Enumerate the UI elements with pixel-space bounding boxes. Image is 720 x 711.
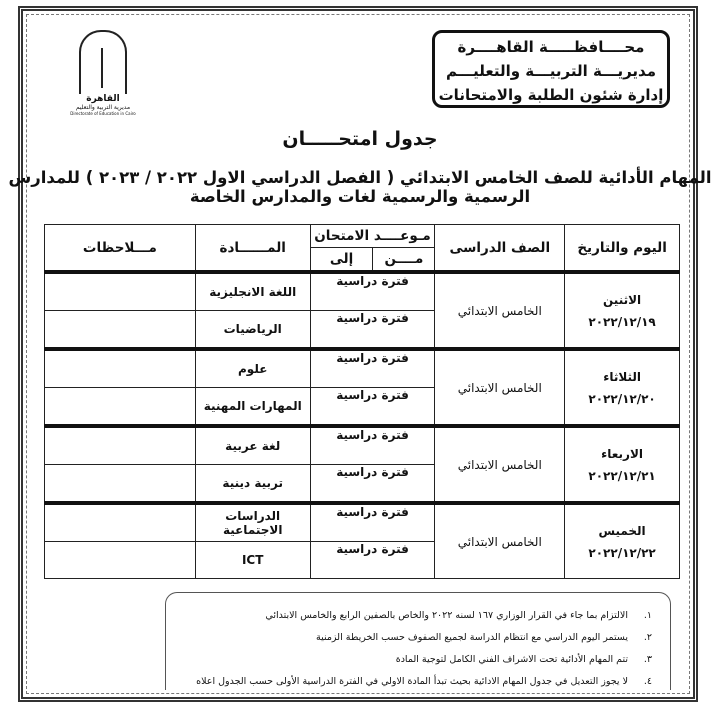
- day-date-cell: الثلاثاء ٢٠٢٢/١٢/٢٠: [564, 348, 680, 427]
- notes-box: ١. الالتزام بما جاء في القرار الوزاري ١٦٧…: [165, 592, 671, 690]
- table-row: فترة دراسية ICT: [44, 541, 680, 579]
- date: ٢٠٢٢/١٢/١٩: [588, 314, 656, 329]
- page-subtitle: المهام الأدائية للصف الخامس الابتدائي ( …: [8, 168, 712, 206]
- table-row: الاربعاء ٢٠٢٢/١٢/٢١ الخامس الابتدائي فترة د…: [44, 425, 680, 504]
- grade-cell: الخامس الابتدائي: [434, 271, 566, 350]
- date: ٢٠٢٢/١٢/٢٠: [588, 391, 656, 406]
- table-row: الخميس ٢٠٢٢/١٢/٢٢ الخامس الابتدائي فترة درا…: [44, 502, 680, 579]
- directorate: مديريـــة التربيـــة والتعليـــم: [445, 62, 656, 80]
- logo-name: القاهرة: [86, 94, 120, 104]
- date: ٢٠٢٢/١٢/٢١: [588, 468, 656, 483]
- exam-schedule-table: اليوم والتاريخ الصف الدراسى مـوعــــد ال…: [44, 224, 680, 579]
- date: ٢٠٢٢/١٢/٢٢: [588, 545, 656, 560]
- notes-cell: [44, 502, 196, 542]
- notes-cell: [44, 464, 196, 504]
- header-from: مــــن: [372, 247, 436, 273]
- notes-cell: [44, 310, 196, 350]
- subject-cell: علوم: [194, 348, 311, 388]
- day-date-cell: الاثنين ٢٠٢٢/١٢/١٩: [564, 271, 680, 350]
- decorative-border: [18, 6, 698, 702]
- table-row: فترة دراسية الرياضيات: [44, 310, 680, 350]
- governorate: محــــافظـــــة القاهــــرة: [457, 38, 645, 56]
- day-name: الثلاثاء: [603, 369, 641, 384]
- subject-cell: اللغة الانجليزية: [194, 271, 311, 311]
- note-item: ٣. تتم المهام الأدائية تحت الاشراف الفني …: [166, 649, 652, 671]
- day-date-cell: الاربعاء ٢٠٢٢/١٢/٢١: [564, 425, 680, 504]
- note-item: ١. الالتزام بما جاء في القرار الوزاري ١٦٧…: [166, 605, 652, 627]
- note-item: ٤. لا يجوز التعديل في جدول المهام الادائي…: [166, 671, 652, 693]
- letterhead-box: محــــافظـــــة القاهــــرة مديريـــة ال…: [432, 30, 670, 108]
- header-subject: المــــــادة: [194, 224, 311, 273]
- subject-cell: الرياضيات: [194, 310, 311, 350]
- notes-cell: [44, 425, 196, 465]
- subject-cell: المهارات المهنية: [194, 387, 311, 427]
- subject-cell: تربية دينية: [194, 464, 311, 504]
- day-group: الاربعاء ٢٠٢٢/١٢/٢١ الخامس الابتدائي فترة د…: [44, 425, 680, 504]
- logo-sub: مديرية التربية والتعليم: [75, 104, 131, 111]
- note-number: ١.: [643, 610, 652, 621]
- subject-cell: ICT: [194, 541, 311, 579]
- header-exam-time: مـوعــــد الامتحان: [309, 224, 436, 248]
- page-title: جدول امتحـــــان: [282, 128, 438, 150]
- logo-arch-icon: [79, 30, 127, 94]
- day-date-cell: الخميس ٢٠٢٢/١٢/٢٢: [564, 502, 680, 579]
- period-cell: فترة دراسية: [309, 425, 436, 465]
- table-row: فترة دراسية تربية دينية: [44, 464, 680, 504]
- note-number: ٢.: [643, 632, 652, 643]
- day-group: الاثنين ٢٠٢٢/١٢/١٩ الخامس الابتدائي فترة در…: [44, 271, 680, 350]
- period-cell: فترة دراسية: [309, 464, 436, 504]
- day-group: الثلاثاء ٢٠٢٢/١٢/٢٠ الخامس الابتدائي فترة د…: [44, 348, 680, 427]
- logo-en: Directorate of Education in Cairo: [70, 111, 136, 116]
- grade-cell: الخامس الابتدائي: [434, 425, 566, 504]
- decorative-border-inner: [26, 14, 690, 694]
- grade-cell: الخامس الابتدائي: [434, 348, 566, 427]
- notes-cell: [44, 271, 196, 311]
- header-notes: مـــلاحظات: [44, 224, 196, 273]
- directorate-logo: القاهرة مديرية التربية والتعليم Director…: [68, 30, 138, 116]
- header-to: إلى: [309, 247, 374, 273]
- note-number: ٣.: [643, 654, 652, 665]
- table-row: الاثنين ٢٠٢٢/١٢/١٩ الخامس الابتدائي فترة در…: [44, 271, 680, 350]
- period-cell: فترة دراسية: [309, 271, 436, 311]
- period-cell: فترة دراسية: [309, 348, 436, 388]
- note-text: لا يجوز التعديل في جدول المهام الادائية …: [196, 676, 628, 687]
- department: إدارة شئون الطلبة والامتحانات: [438, 86, 664, 104]
- day-name: الخميس: [598, 523, 646, 538]
- period-cell: فترة دراسية: [309, 310, 436, 350]
- notes-cell: [44, 348, 196, 388]
- grade-cell: الخامس الابتدائي: [434, 502, 566, 579]
- period-cell: فترة دراسية: [309, 387, 436, 427]
- note-text: الالتزام بما جاء في القرار الوزاري ١٦٧ ل…: [265, 610, 628, 621]
- period-cell: فترة دراسية: [309, 502, 436, 542]
- notes-cell: [44, 541, 196, 579]
- header-day-date: اليوم والتاريخ: [564, 224, 680, 273]
- header-grade: الصف الدراسى: [434, 224, 566, 273]
- day-name: الاثنين: [603, 292, 642, 307]
- table-row: فترة دراسية المهارات المهنية: [44, 387, 680, 427]
- subject-cell: الدراسات الاجتماعية: [194, 502, 311, 542]
- note-text: تتم المهام الأدائية تحت الاشراف الفني ال…: [395, 654, 628, 665]
- day-group: الخميس ٢٠٢٢/١٢/٢٢ الخامس الابتدائي فترة درا…: [44, 502, 680, 579]
- subject-cell: لغة عربية: [194, 425, 311, 465]
- period-cell: فترة دراسية: [309, 541, 436, 579]
- note-number: ٤.: [643, 676, 652, 687]
- note-item: ٢. يستمر اليوم الدراسي مع انتظام الدراسة …: [166, 627, 652, 649]
- notes-cell: [44, 387, 196, 427]
- table-row: الثلاثاء ٢٠٢٢/١٢/٢٠ الخامس الابتدائي فترة د…: [44, 348, 680, 427]
- day-name: الاربعاء: [601, 446, 644, 461]
- note-text: يستمر اليوم الدراسي مع انتظام الدراسة لج…: [316, 632, 628, 643]
